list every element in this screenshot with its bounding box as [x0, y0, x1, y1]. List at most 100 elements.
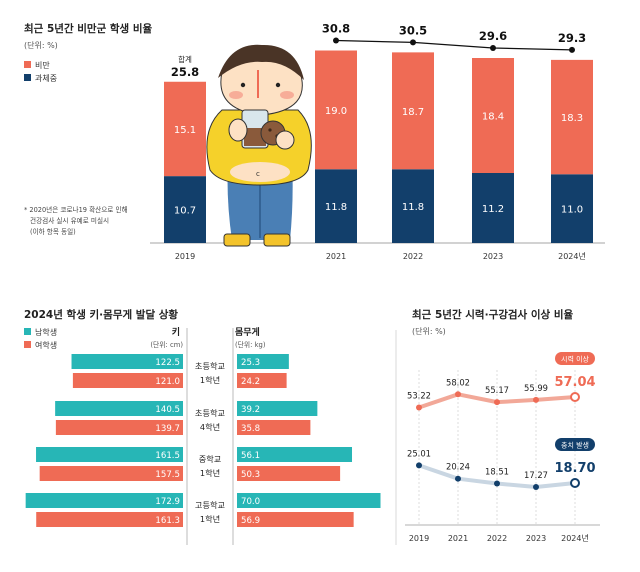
growth-title: 2024년 학생 키·몸무게 발달 상황: [24, 308, 178, 321]
obesity-note-2: 건강검사 실시 유예로 미실시: [30, 216, 109, 225]
vision-title: 최근 5년간 시력·구강검사 이상 비율: [412, 308, 573, 321]
total-point: [333, 37, 339, 44]
year-label: 2019: [409, 534, 429, 543]
weight-header: 몸무게: [235, 326, 260, 338]
girl-height-bar: [36, 512, 184, 527]
overweight-bar: [164, 176, 206, 243]
boy-weight-bar: [237, 354, 289, 369]
weight-value: 25.3: [241, 358, 260, 368]
grade-label-school: 고등학교: [195, 500, 226, 510]
legend-boy-swatch: [24, 328, 31, 335]
girl-weight-bar: [237, 420, 311, 435]
total-point: [410, 39, 416, 46]
year-label: 2022: [487, 534, 507, 543]
vision-point: [494, 399, 500, 406]
total-value: 29.6: [479, 29, 507, 43]
weight-value: 24.2: [241, 377, 260, 387]
girl-height-bar: [39, 466, 183, 481]
boy-height-bar: [36, 447, 183, 462]
overweight-bar: [315, 169, 357, 243]
cavity-point: [416, 462, 422, 469]
overweight-value: 11.0: [561, 205, 583, 216]
overweight-value: 11.2: [482, 204, 504, 215]
vision-value: 55.17: [485, 385, 509, 395]
girl-weight-bar: [237, 512, 354, 527]
vision-point: [533, 396, 539, 403]
total-value: 29.3: [558, 31, 586, 45]
vision-point: [416, 404, 422, 411]
vision-badge: [555, 352, 595, 365]
total-line: [335, 39, 573, 51]
vision-value: 53.22: [407, 391, 431, 401]
legend-obese-label: 비만: [35, 61, 50, 70]
weight-value: 39.2: [241, 405, 260, 415]
total-value: 30.5: [399, 23, 427, 37]
weight-value: 70.0: [241, 497, 260, 507]
girl-height-bar: [72, 373, 183, 388]
height-value: 157.5: [155, 470, 180, 480]
weight-value: 56.9: [241, 516, 260, 526]
obese-value: 18.3: [561, 113, 583, 124]
obesity-note-1: * 2020년은 코로나19 확산으로 인해: [24, 205, 128, 214]
overweight-bar: [392, 169, 434, 243]
cavity-value: 17.27: [524, 470, 548, 480]
grade-label-year: 4학년: [200, 422, 220, 432]
overweight-value: 10.7: [174, 206, 196, 217]
total-point: [490, 45, 496, 51]
boy-height-bar: [55, 401, 183, 416]
year-label: 2021: [448, 534, 468, 543]
cavity-point: [533, 484, 539, 491]
height-value: 140.5: [155, 405, 180, 415]
obese-value: 15.1: [174, 125, 196, 136]
grade-label-year: 1학년: [200, 468, 220, 478]
total-caption: 합계: [178, 54, 192, 64]
weight-value: 35.8: [241, 424, 260, 434]
legend-boy-label: 남학생: [35, 327, 57, 337]
cavity-badge-label: 충치 발생: [561, 441, 589, 450]
girl-weight-bar: [237, 373, 287, 388]
boy-weight-bar: [237, 493, 381, 508]
legend-girl-label: 여학생: [35, 340, 57, 350]
obesity-note-3: (이하 항목 동일): [30, 227, 76, 236]
overweight-value: 11.8: [325, 202, 347, 213]
height-value: 139.7: [155, 424, 180, 434]
cavity-badge: [555, 438, 595, 451]
year-label: 2024년: [561, 533, 589, 543]
obese-bar: [472, 58, 514, 173]
cavity-value: 25.01: [407, 448, 431, 458]
grade-label-year: 1학년: [200, 514, 220, 524]
cavity-point: [494, 480, 500, 487]
obese-bar: [551, 59, 593, 175]
boy-height-bar: [71, 354, 183, 369]
cavity-value: 18.51: [485, 467, 509, 477]
height-value: 172.9: [155, 497, 180, 507]
boy-weight-bar: [237, 447, 353, 462]
obese-bar: [164, 81, 206, 177]
height-header: 키: [172, 326, 180, 338]
cavity-value: 20.24: [446, 462, 470, 472]
overweight-value: 11.8: [402, 202, 424, 213]
svg-text:c: c: [256, 170, 260, 178]
legend-girl-swatch: [24, 341, 31, 348]
year-label: 2019: [175, 252, 195, 261]
girl-height-bar: [55, 420, 183, 435]
vision-point: [455, 391, 461, 398]
obesity-title: 최근 5년간 비만군 학생 비율: [24, 22, 153, 35]
height-value: 161.3: [155, 516, 180, 526]
year-label: 2024년: [558, 251, 586, 261]
year-label: 2023: [483, 252, 503, 261]
obese-bar: [315, 50, 357, 170]
grade-label-school: 초등학교: [195, 408, 226, 418]
overweight-bar: [551, 174, 593, 243]
vision-value: 55.99: [524, 383, 548, 393]
kid-illustration: c: [206, 44, 312, 247]
year-label: 2021: [326, 252, 346, 261]
cavity-point: [455, 475, 461, 482]
year-label: 2023: [526, 534, 546, 543]
total-value: 30.8: [322, 22, 350, 36]
legend-overweight-label: 과체중: [35, 73, 57, 83]
total-value: 25.8: [171, 65, 199, 79]
grade-label-school: 중학교: [199, 454, 222, 464]
obese-bar: [392, 52, 434, 170]
